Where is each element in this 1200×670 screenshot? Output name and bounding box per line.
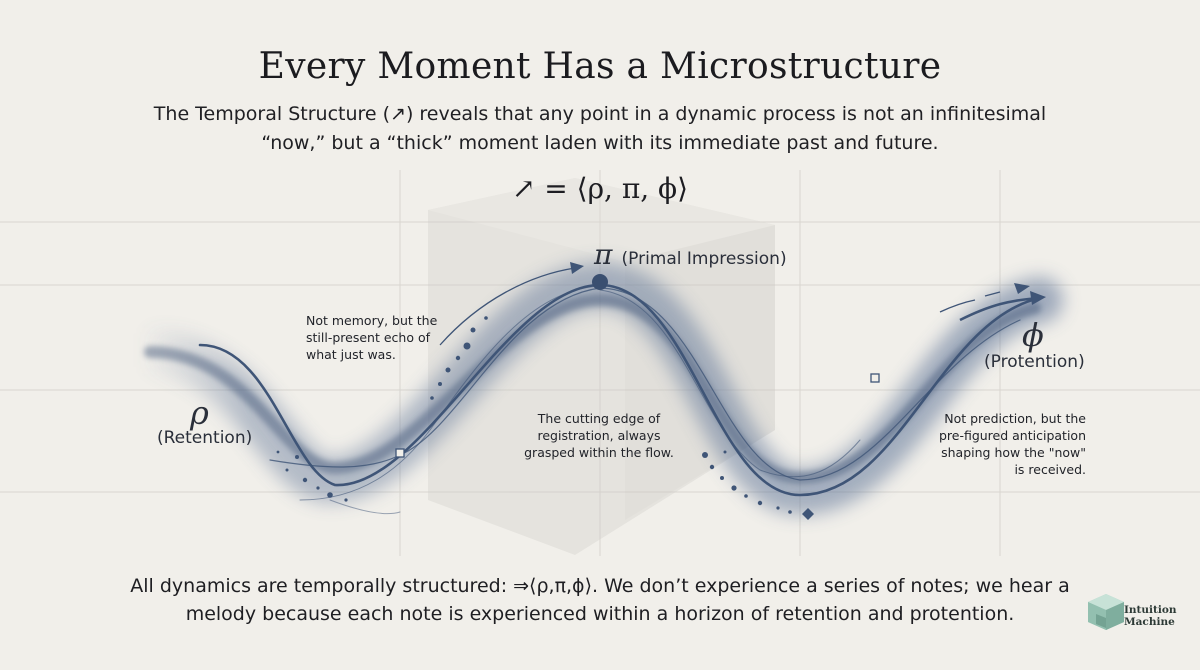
protention-symbol: ϕ (1022, 316, 1044, 354)
page-title: Every Moment Has a Microstructure (258, 46, 942, 87)
future-marker (802, 508, 814, 520)
primal-impression-label: π (Primal Impression) (594, 238, 787, 271)
retention-particles (276, 316, 488, 502)
protention-particles (702, 450, 792, 514)
protention-label-text: (Protention) (984, 352, 1085, 372)
primal-label-text: (Primal Impression) (621, 249, 787, 269)
primal-arrow (439, 262, 584, 346)
temporal-structure-formula: ↗ = ⟨ρ, π, ϕ⟩ (511, 172, 689, 205)
footer-text: All dynamics are temporally structured: … (130, 575, 1070, 625)
protention-arrows (939, 283, 1046, 322)
retention-marker (395, 448, 405, 458)
primal-symbol: π (594, 238, 613, 271)
retention-symbol: ρ (190, 394, 209, 432)
logo-text: Intuition Machine (1124, 604, 1177, 628)
logo-cube-icon (1088, 594, 1124, 630)
page-subtitle: The Temporal Structure (↗) reveals that … (153, 103, 1047, 154)
primal-point-marker (592, 274, 608, 290)
retention-note: Not memory, but the still-present echo o… (306, 313, 438, 362)
protention-note: Not prediction, but the pre-figured anti… (938, 411, 1086, 477)
protention-marker (870, 373, 880, 383)
retention-label-text: (Retention) (157, 428, 253, 448)
primal-note: The cutting edge of registration, always… (524, 411, 674, 460)
